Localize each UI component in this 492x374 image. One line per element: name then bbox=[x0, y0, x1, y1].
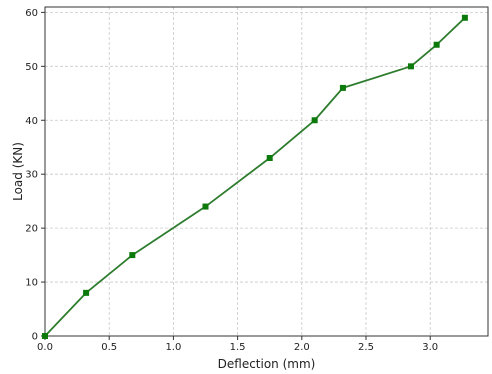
plot-frame bbox=[44, 6, 489, 337]
x-tick-label: 1.0 bbox=[165, 342, 181, 353]
y-tick-label: 20 bbox=[25, 224, 38, 235]
x-tick-label: 2.0 bbox=[294, 342, 310, 353]
x-tick-label: 3.0 bbox=[422, 342, 438, 353]
x-tick-label: 0.5 bbox=[101, 342, 117, 353]
y-axis-label: Load (KN) bbox=[11, 142, 25, 201]
y-tick-label: 0 bbox=[32, 332, 38, 343]
series-line bbox=[44, 17, 466, 337]
y-tick-label: 10 bbox=[25, 278, 38, 289]
axis-ticks: 0.0 0.5 1.0 1.5 2.0 2.5 3.0 0 10 20 30 40 50 60 bbox=[25, 8, 438, 353]
data-point bbox=[407, 63, 414, 70]
data-point bbox=[266, 155, 273, 162]
data-point bbox=[433, 41, 440, 48]
x-tick-label: 2.5 bbox=[358, 342, 374, 353]
data-point bbox=[339, 84, 346, 91]
x-tick-label: 1.5 bbox=[230, 342, 246, 353]
data-point bbox=[129, 252, 136, 259]
data-point bbox=[83, 289, 90, 296]
x-tick-label: 0.0 bbox=[37, 342, 53, 353]
data-point bbox=[202, 203, 209, 210]
data-point bbox=[42, 333, 48, 339]
y-tick-label: 30 bbox=[25, 170, 38, 181]
y-tick-label: 50 bbox=[25, 62, 38, 73]
y-tick-label: 60 bbox=[25, 8, 38, 19]
x-axis-label: Deflection (mm) bbox=[218, 357, 316, 371]
y-tick-label: 40 bbox=[25, 116, 38, 127]
data-point bbox=[311, 117, 318, 124]
series bbox=[42, 14, 468, 339]
data-point bbox=[461, 14, 468, 21]
